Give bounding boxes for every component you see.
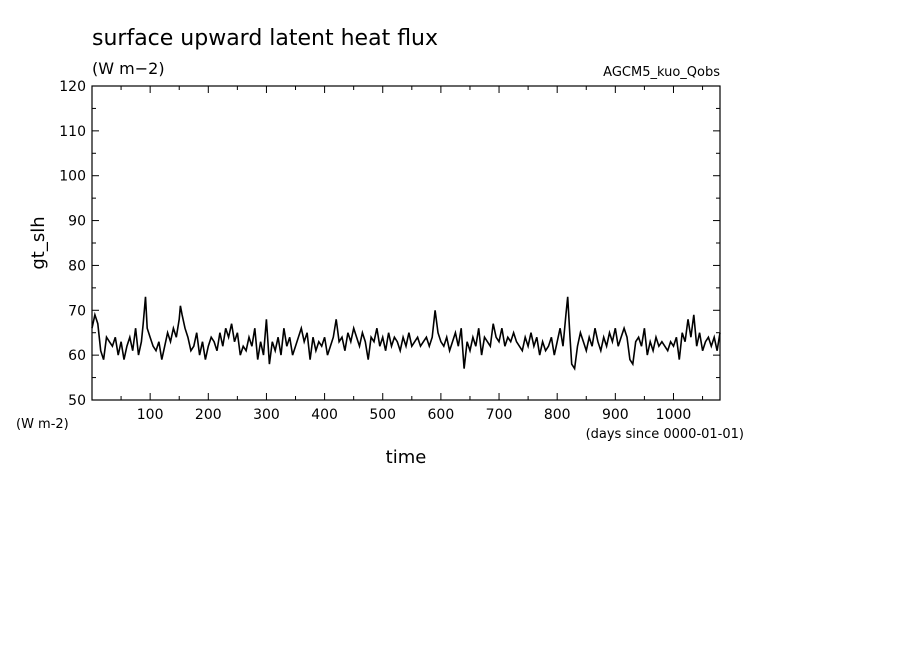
chart-subtitle: (W m−2): [92, 59, 165, 78]
y-tick-label: 80: [68, 258, 86, 274]
y-tick-label: 90: [68, 214, 86, 230]
x-tick-label: 300: [253, 407, 280, 423]
x-tick-label: 200: [195, 407, 222, 423]
y-tick-label: 110: [59, 124, 86, 140]
plot-frame: [91, 85, 721, 401]
y-tick-label: 100: [59, 169, 86, 185]
y-tick-label: 60: [68, 348, 86, 364]
y-tick-label: 70: [68, 303, 86, 319]
x-tick-label: 600: [428, 407, 455, 423]
x-tick-label: 500: [369, 407, 396, 423]
y-axis: 50 60 70 80 90 100 110 120: [59, 79, 720, 409]
y-tick-label: 120: [59, 79, 86, 95]
x-tick-label: 400: [311, 407, 338, 423]
x-tick-label: 900: [602, 407, 629, 423]
x-tick-label: 100: [137, 407, 164, 423]
chart-title: surface upward latent heat flux: [92, 26, 438, 51]
y-tick-label: 50: [68, 393, 86, 409]
experiment-label: AGCM5_kuo_Qobs: [603, 65, 720, 80]
series-line: [91, 296, 721, 371]
x-axis: 100 200 300 400 500 600 700 800 900 1000: [120, 86, 704, 423]
y-axis-title: gt_slh: [28, 216, 49, 269]
x-tick-label: 800: [544, 407, 571, 423]
x-axis-title: time: [386, 447, 427, 468]
y-axis-unit: (W m-2): [16, 417, 69, 432]
x-tick-label: 1000: [656, 407, 692, 423]
x-tick-label: 700: [486, 407, 513, 423]
x-axis-unit: (days since 0000-01-01): [586, 427, 744, 442]
